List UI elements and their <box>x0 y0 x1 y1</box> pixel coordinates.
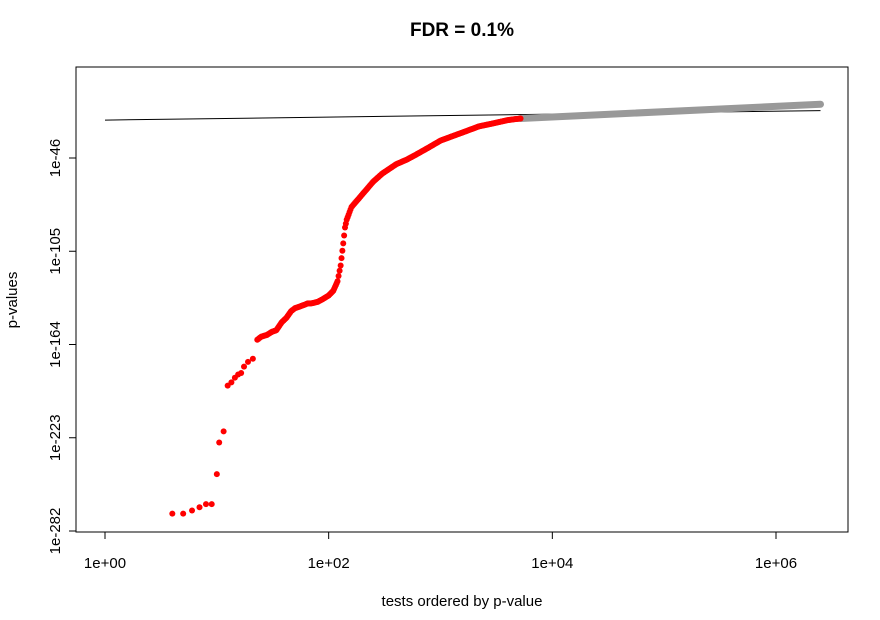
x-tick-label: 1e+02 <box>308 555 350 572</box>
significant-point <box>228 379 235 386</box>
x-axis-label: tests ordered by p-value <box>382 593 543 610</box>
significant-point <box>238 369 245 376</box>
y-tick-label: 1e-282 <box>47 508 64 555</box>
significant-point <box>180 510 187 517</box>
x-tick-label: 1e+06 <box>755 555 797 572</box>
nonsignificant-points <box>517 100 825 122</box>
significant-points <box>169 115 524 517</box>
y-axis-label: p-values <box>4 272 21 329</box>
significant-point <box>189 507 196 514</box>
significant-point <box>208 501 215 508</box>
significant-point <box>216 439 223 446</box>
y-tick-label: 1e-46 <box>47 139 64 177</box>
x-tick-label: 1e+00 <box>84 555 126 572</box>
significant-point <box>241 363 248 370</box>
y-tick-label: 1e-223 <box>47 414 64 461</box>
x-axis: 1e+00 1e+02 1e+04 1e+06 <box>84 531 797 572</box>
y-tick-label: 1e-164 <box>47 321 64 368</box>
significant-point <box>340 240 347 247</box>
significant-point <box>169 510 176 517</box>
significant-point <box>335 273 342 280</box>
significant-point <box>338 255 345 262</box>
significant-point <box>213 471 220 478</box>
significant-point <box>249 355 256 362</box>
plot-frame <box>75 66 849 533</box>
nonsignificant-band <box>517 100 825 122</box>
significant-point <box>342 220 349 227</box>
significant-point <box>202 501 209 508</box>
significant-point <box>516 115 523 122</box>
x-tick-label: 1e+04 <box>531 555 573 572</box>
significant-point <box>196 504 203 511</box>
significant-point <box>339 247 346 254</box>
significant-point <box>336 267 343 274</box>
significant-point <box>337 262 344 269</box>
significant-point <box>333 280 340 287</box>
y-axis: 1e-282 1e-223 1e-164 1e-105 1e-46 <box>47 139 77 555</box>
significant-point <box>245 358 252 365</box>
significant-point <box>341 232 348 239</box>
significant-point <box>220 428 227 435</box>
chart-title: FDR = 0.1% <box>410 20 514 41</box>
y-tick-label: 1e-105 <box>47 228 64 275</box>
